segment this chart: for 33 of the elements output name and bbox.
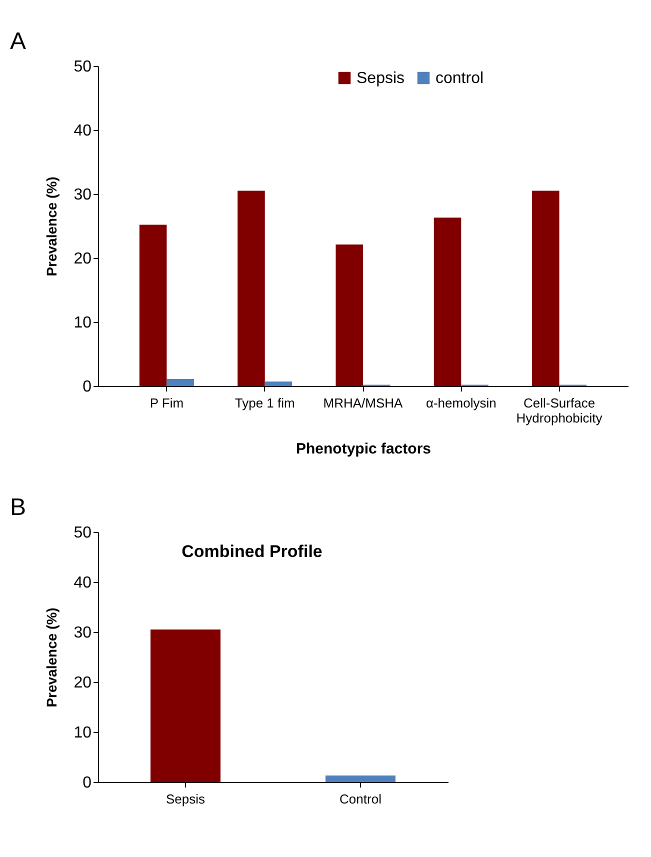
x-tick-label: P Fim: [150, 396, 184, 410]
text: Combined Profile: [182, 542, 322, 561]
y-tick-label: 50: [74, 58, 92, 76]
y-tick-label: 0: [82, 378, 92, 396]
text: A: [10, 28, 26, 55]
bar: [166, 378, 194, 386]
y-tick-label: 50: [74, 524, 92, 542]
x-tick-label: Control: [340, 792, 382, 806]
bar: [434, 218, 462, 386]
y-tick-label: 10: [74, 314, 92, 332]
text: B: [10, 494, 26, 521]
y-tick-label: 30: [74, 186, 92, 204]
y-tick-label: 40: [74, 574, 92, 592]
x-tick-label: Type 1 fim: [234, 396, 295, 410]
x-tick-label: MRHA/MSHA: [323, 396, 404, 410]
bar: [336, 244, 363, 386]
y-tick-label: 20: [74, 674, 92, 692]
y-axis-title: Prevalence (%): [44, 176, 60, 276]
y-tick-label: 30: [74, 624, 92, 642]
y-tick-label: 40: [74, 122, 92, 140]
bar: [532, 190, 560, 386]
legend-label: control: [436, 70, 484, 87]
x-tick-label: Cell-Surface Hydrophobicity: [516, 396, 603, 426]
y-tick-label: 20: [74, 250, 92, 268]
y-tick-label: 10: [74, 724, 92, 742]
y-axis-title: Prevalence (%): [44, 608, 60, 708]
bar: [264, 382, 292, 386]
y-tick-label: 0: [82, 774, 92, 792]
legend-label: Sepsis: [356, 70, 405, 87]
x-tick-label: α-hemolysin: [426, 396, 496, 410]
x-axis-title: Phenotypic factors: [296, 440, 432, 458]
bar: [139, 224, 167, 386]
bar: [238, 190, 265, 386]
